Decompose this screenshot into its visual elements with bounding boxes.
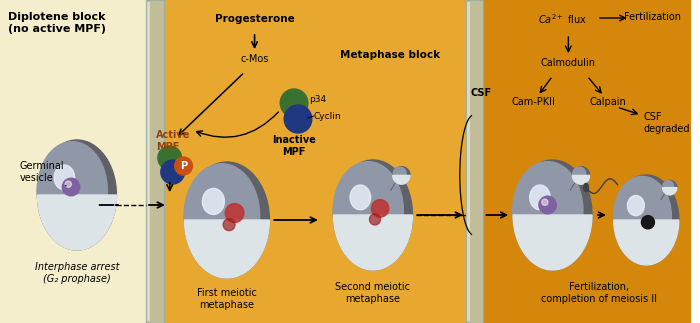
Text: CSF
degraded: CSF degraded [643, 112, 690, 134]
Circle shape [393, 167, 406, 180]
Polygon shape [38, 195, 116, 250]
Ellipse shape [333, 162, 403, 260]
Ellipse shape [512, 162, 583, 260]
Circle shape [280, 89, 308, 117]
Ellipse shape [627, 195, 644, 216]
Polygon shape [573, 175, 589, 184]
Circle shape [573, 167, 589, 184]
Text: Second meiotic
metaphase: Second meiotic metaphase [335, 282, 410, 304]
Text: c-Mos: c-Mos [240, 54, 269, 64]
Circle shape [174, 157, 193, 175]
Text: Active
MPF: Active MPF [156, 130, 190, 151]
Ellipse shape [530, 185, 550, 210]
Bar [467, 2, 470, 321]
Circle shape [542, 199, 548, 205]
Bar [0, 0, 146, 323]
Circle shape [158, 146, 181, 170]
Polygon shape [614, 220, 679, 265]
Text: Progesterone: Progesterone [215, 14, 295, 24]
Ellipse shape [333, 160, 412, 270]
Ellipse shape [185, 162, 270, 278]
Circle shape [161, 160, 185, 184]
Polygon shape [333, 215, 412, 270]
Text: $Ca^{2+}$ flux: $Ca^{2+}$ flux [538, 12, 587, 26]
Circle shape [663, 181, 673, 192]
Text: Fertilization,
completion of meiosis II: Fertilization, completion of meiosis II [541, 282, 657, 304]
Ellipse shape [54, 165, 75, 190]
Circle shape [284, 105, 312, 133]
Polygon shape [393, 175, 410, 184]
Circle shape [663, 180, 677, 195]
Ellipse shape [38, 140, 116, 250]
Text: Calpain: Calpain [589, 97, 626, 107]
Text: Diplotene block
(no active MPF): Diplotene block (no active MPF) [8, 12, 106, 35]
Text: First meiotic
metaphase: First meiotic metaphase [197, 288, 257, 310]
Circle shape [641, 216, 654, 229]
Text: Metaphase block: Metaphase block [340, 50, 440, 60]
Circle shape [225, 203, 244, 223]
Text: Calmodulin: Calmodulin [541, 58, 596, 68]
Ellipse shape [614, 175, 679, 265]
Circle shape [65, 181, 71, 187]
Polygon shape [185, 220, 270, 278]
Ellipse shape [513, 160, 592, 270]
Circle shape [372, 200, 389, 217]
Circle shape [223, 219, 235, 231]
Text: Cam-PKII: Cam-PKII [512, 97, 556, 107]
Bar [466, 0, 484, 323]
Circle shape [393, 167, 410, 184]
Text: Interphase arrest
(G₂ prophase): Interphase arrest (G₂ prophase) [35, 262, 119, 284]
Text: P: P [180, 161, 187, 171]
Bar [146, 0, 164, 323]
Ellipse shape [37, 142, 107, 240]
Polygon shape [513, 215, 592, 270]
Circle shape [62, 178, 80, 196]
Bar [484, 0, 691, 323]
Text: Cyclin: Cyclin [314, 111, 342, 120]
Ellipse shape [202, 188, 225, 214]
Circle shape [539, 196, 556, 214]
Polygon shape [663, 188, 677, 195]
Circle shape [370, 214, 381, 225]
Bar [147, 2, 150, 321]
Text: p34: p34 [309, 95, 326, 103]
Text: Germinal
vesicle: Germinal vesicle [20, 161, 66, 186]
Ellipse shape [584, 183, 589, 192]
Text: Inactive
MPF: Inactive MPF [272, 135, 316, 157]
Ellipse shape [184, 164, 260, 267]
Ellipse shape [350, 185, 370, 210]
Bar [146, 0, 484, 323]
Text: Fertilization: Fertilization [624, 12, 681, 22]
Ellipse shape [613, 176, 671, 256]
Text: CSF: CSF [470, 88, 492, 98]
Circle shape [573, 167, 586, 180]
